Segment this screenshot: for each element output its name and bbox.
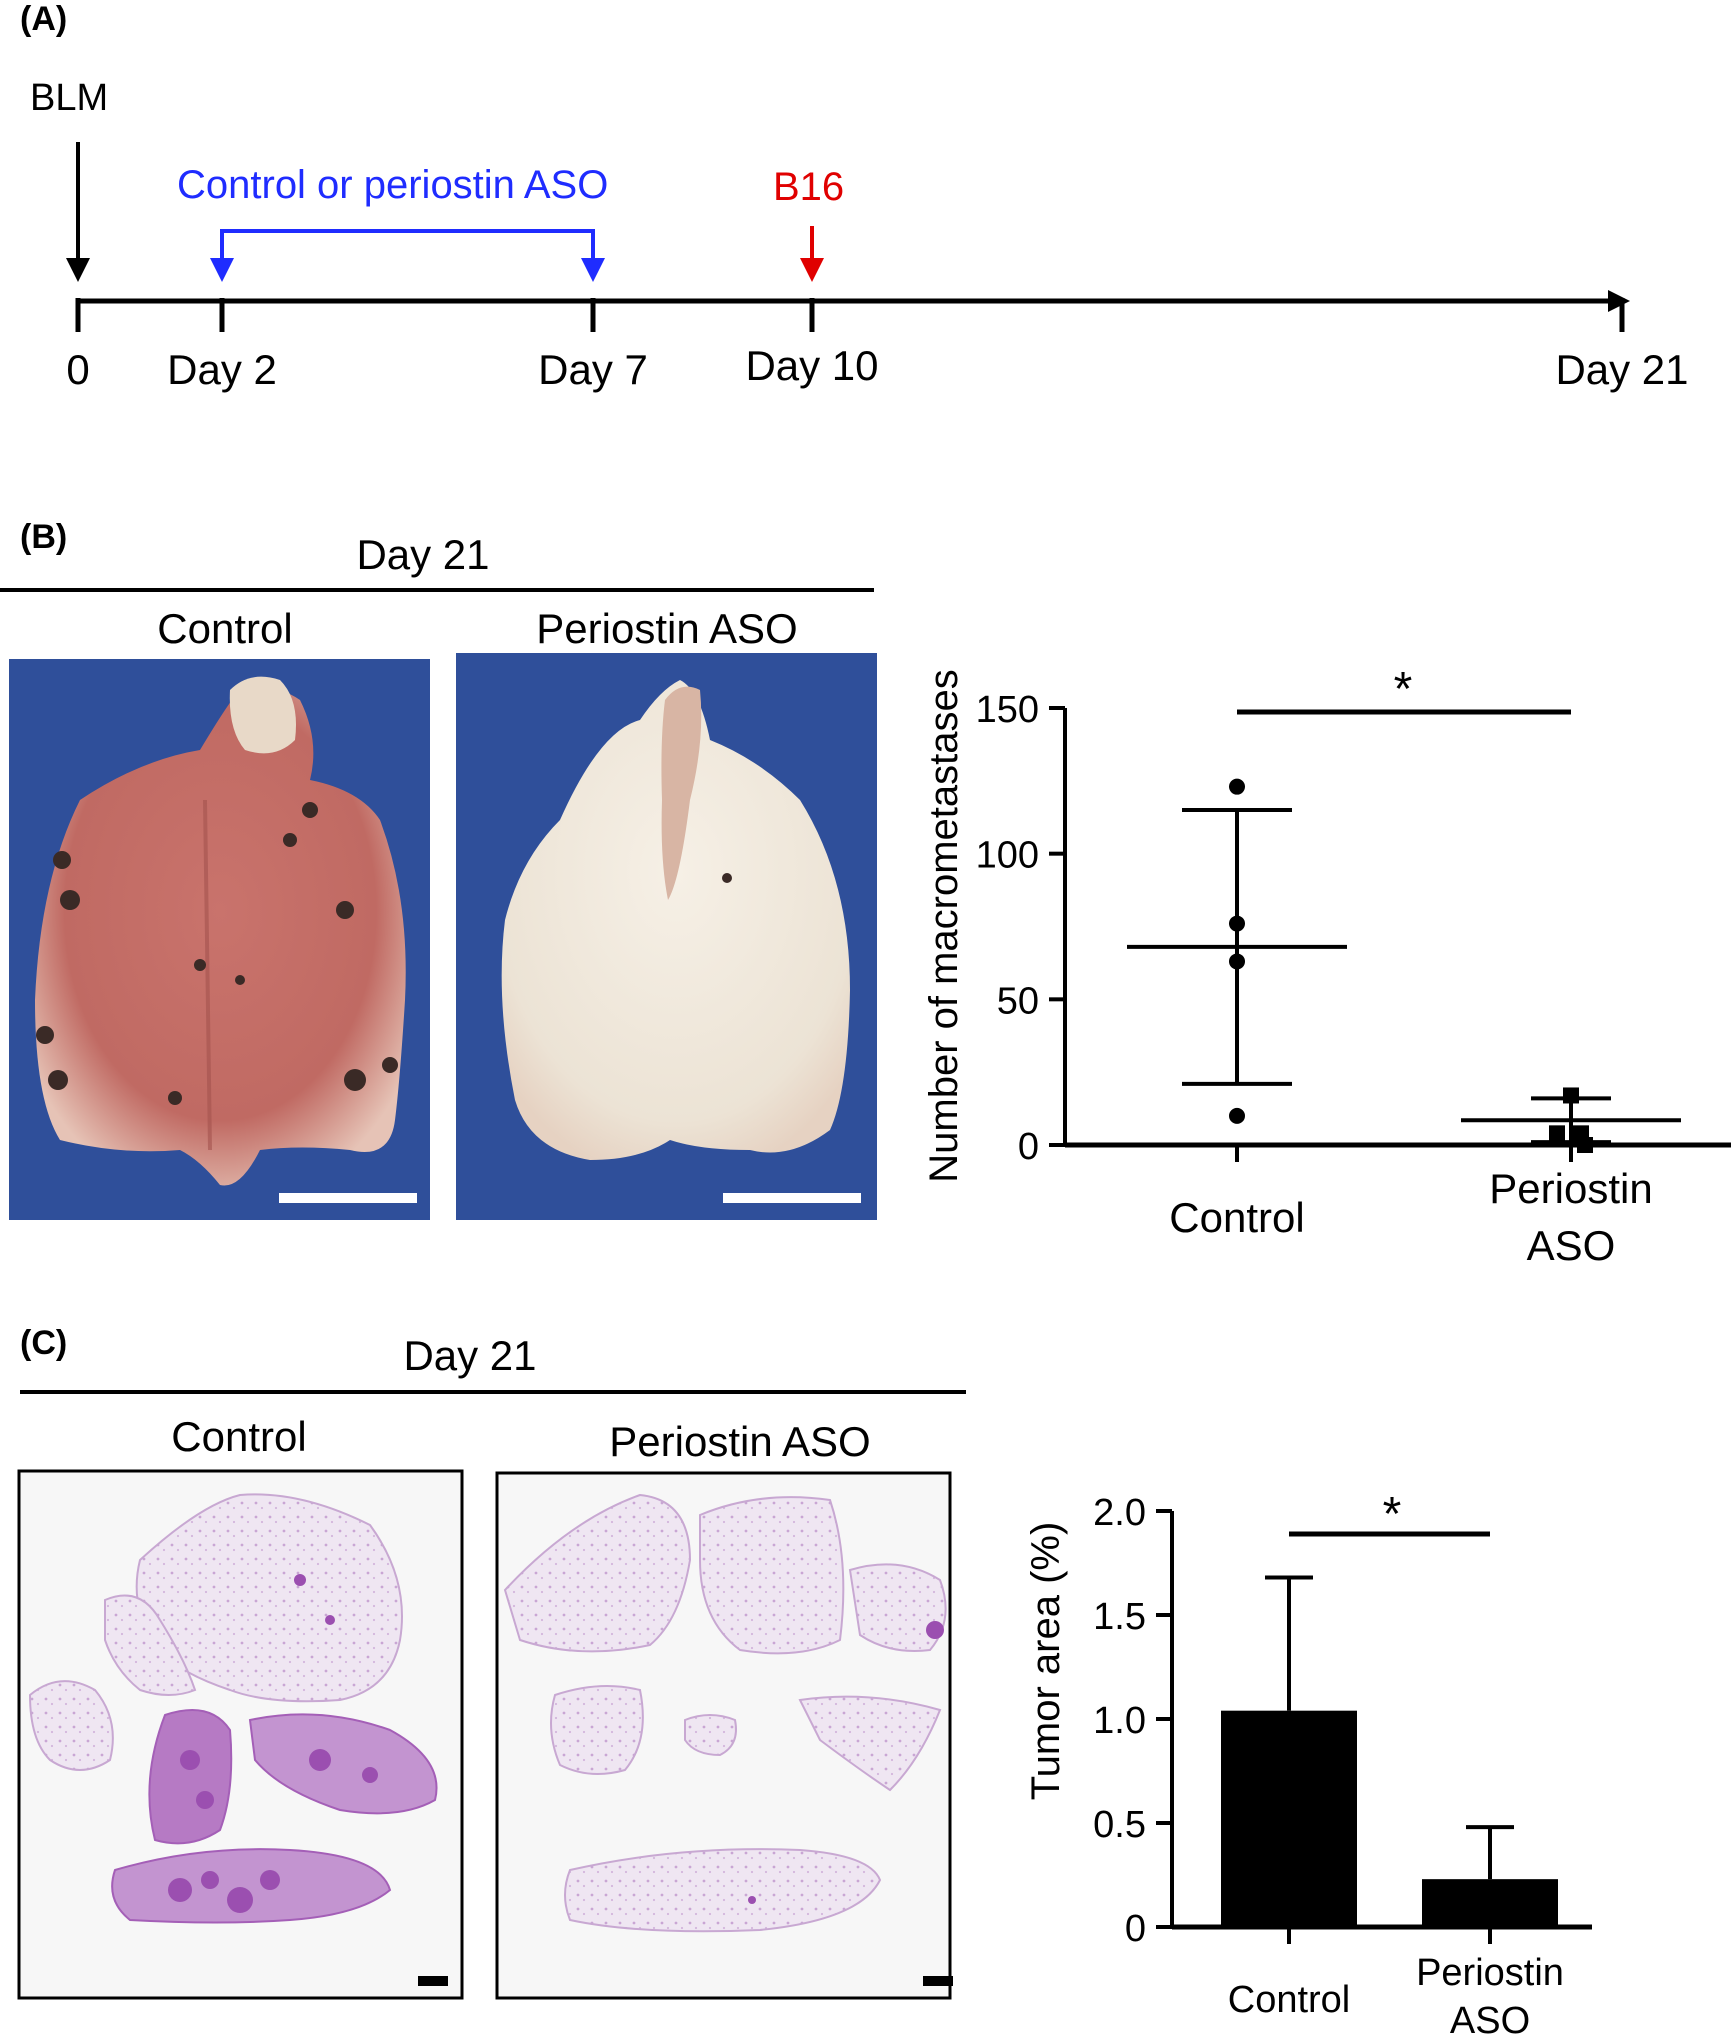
chart-b-xtick-label: ASO bbox=[1527, 1222, 1616, 1269]
b16-label: B16 bbox=[773, 165, 844, 209]
macrometastases-chart: Number of macrometastases * 0 50 100 150 Con… bbox=[922, 663, 1731, 1269]
panel-a: (A) BLM Control or periostin ASO B16 0 D… bbox=[20, 0, 1689, 393]
chart-c-ylabel: Tumor area (%) bbox=[1024, 1522, 1068, 1801]
timeline-axis bbox=[75, 290, 1630, 332]
chart-c-ytick-label: 2.0 bbox=[1093, 1492, 1146, 1534]
aso-lung-photo bbox=[456, 653, 877, 1220]
timeline-tick-day21: Day 21 bbox=[1555, 346, 1688, 393]
chart-c-bar bbox=[1221, 1710, 1357, 1927]
chart-b-ytick-label: 0 bbox=[1018, 1126, 1039, 1168]
panel-b-photo-label-aso: Periostin ASO bbox=[536, 605, 797, 652]
chart-b-significance: * bbox=[1394, 663, 1413, 716]
panel-b-header: Day 21 bbox=[356, 531, 489, 578]
blm-label: BLM bbox=[30, 77, 108, 119]
panel-b: (B) Day 21 Control Periostin ASO bbox=[0, 518, 1731, 2038]
chart-b-point bbox=[1563, 1087, 1579, 1104]
chart-c-ytick-label: 0 bbox=[1125, 1908, 1146, 1950]
panel-c-photo-label-aso: Periostin ASO bbox=[609, 1418, 870, 1465]
panel-a-label: (A) bbox=[20, 0, 67, 38]
timeline-tick-day7: Day 7 bbox=[538, 346, 648, 393]
chart-c-xtick-label: Control bbox=[1228, 1979, 1351, 2021]
panel-c-header: Day 21 bbox=[403, 1332, 536, 1379]
chart-b-point bbox=[1549, 1125, 1565, 1142]
chart-b-xtick-label: Periostin bbox=[1489, 1165, 1652, 1212]
chart-b-point bbox=[1229, 1107, 1245, 1124]
chart-c-xtick-label: Periostin bbox=[1416, 1952, 1564, 1994]
timeline-tick-0: 0 bbox=[66, 346, 89, 393]
panel-b-photo-label-control: Control bbox=[157, 605, 292, 652]
chart-c-bar bbox=[1422, 1879, 1558, 1927]
aso-histology-section bbox=[495, 1471, 953, 2000]
tumor-area-chart: Tumor area (%) * 0 0.5 1.0 1.5 2.0 Control Per… bbox=[1024, 1488, 1592, 2038]
blm-arrow bbox=[66, 142, 90, 282]
chart-b-xtick-label: Control bbox=[1169, 1194, 1304, 1241]
aso-bracket bbox=[220, 229, 595, 262]
aso-arrowhead-day2 bbox=[210, 258, 234, 282]
chart-c-significance: * bbox=[1383, 1488, 1402, 1541]
panel-c-label: (C) bbox=[20, 1324, 67, 1362]
chart-b-ytick-label: 50 bbox=[997, 980, 1039, 1022]
chart-b-ytick-label: 100 bbox=[976, 835, 1039, 877]
chart-b-point bbox=[1229, 953, 1245, 970]
panel-c: (C) Day 21 Control Periostin ASO bbox=[17, 1324, 966, 2000]
chart-b-point bbox=[1229, 778, 1245, 795]
timeline-tick-day2: Day 2 bbox=[167, 346, 277, 393]
chart-b-ytick-label: 150 bbox=[976, 689, 1039, 731]
aso-arrowhead-day7 bbox=[581, 258, 605, 282]
chart-c-xtick-label: ASO bbox=[1450, 2000, 1530, 2038]
control-histology-section bbox=[17, 1469, 464, 2000]
panel-c-photo-label-control: Control bbox=[171, 1413, 306, 1460]
aso-label: Control or periostin ASO bbox=[177, 163, 608, 207]
chart-b-point bbox=[1577, 1137, 1593, 1153]
chart-b-point bbox=[1229, 915, 1245, 932]
chart-c-ytick-label: 1.5 bbox=[1093, 1596, 1146, 1638]
control-lung-photo bbox=[9, 659, 430, 1220]
chart-b-ylabel: Number of macrometastases bbox=[922, 669, 966, 1183]
chart-c-ytick-label: 0.5 bbox=[1093, 1804, 1146, 1846]
b16-arrow bbox=[800, 226, 824, 282]
panel-b-label: (B) bbox=[20, 518, 67, 556]
chart-c-ytick-label: 1.0 bbox=[1093, 1700, 1146, 1742]
timeline-tick-day10: Day 10 bbox=[745, 342, 878, 389]
